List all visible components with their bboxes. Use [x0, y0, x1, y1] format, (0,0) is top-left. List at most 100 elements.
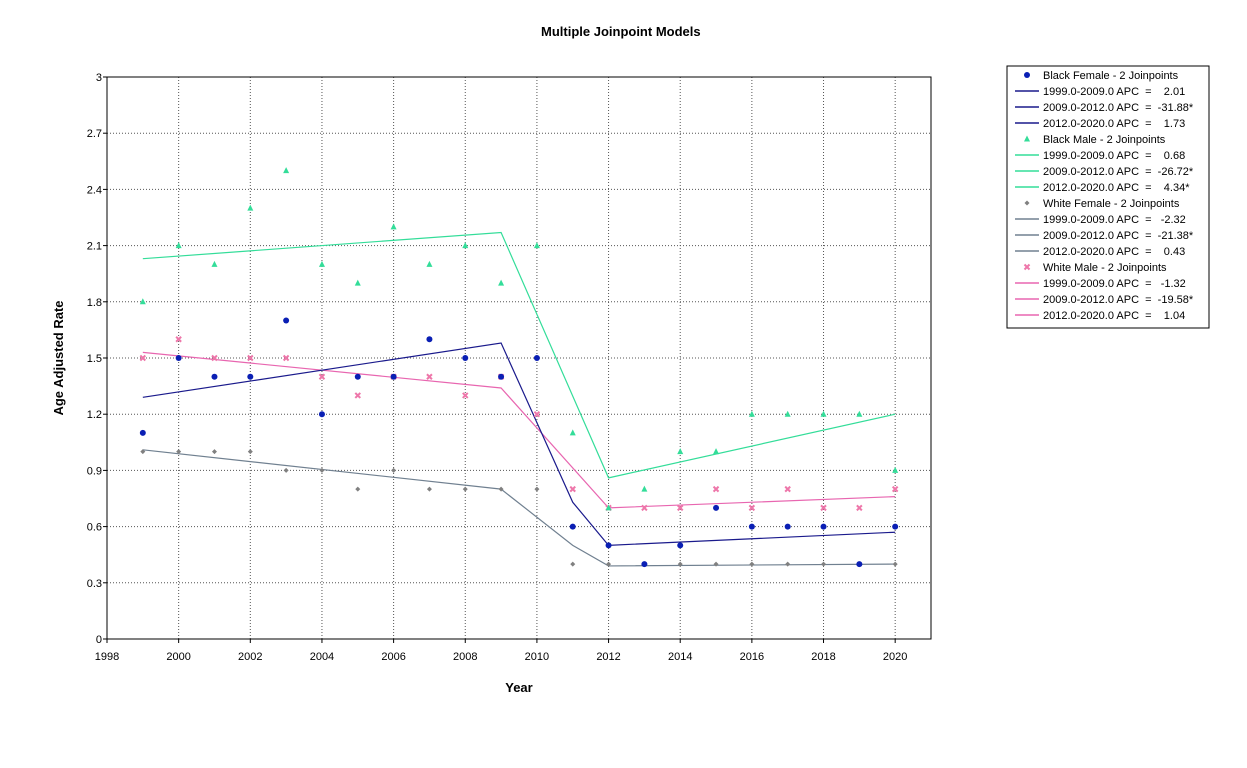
data-point-diamond	[462, 486, 468, 492]
x-tick-label: 2000	[166, 651, 190, 663]
data-point-diamond	[570, 561, 576, 567]
data-point-triangle	[713, 448, 720, 455]
data-point-circle	[283, 317, 290, 324]
data-point-circle	[677, 542, 684, 549]
data-point-triangle	[211, 260, 218, 267]
data-point-x	[712, 485, 720, 493]
data-point-x	[820, 504, 827, 512]
data-point-diamond	[140, 449, 146, 455]
data-point-triangle	[784, 410, 791, 417]
data-point-circle	[426, 336, 433, 343]
data-point-circle	[247, 373, 254, 380]
y-tick-label: 2.4	[87, 184, 102, 196]
data-point-triangle	[283, 167, 290, 174]
data-point-diamond	[319, 467, 325, 473]
y-tick-label: 0.9	[87, 465, 102, 477]
x-tick-label: 2018	[811, 651, 835, 663]
data-point-x	[677, 504, 684, 512]
data-point-diamond	[713, 561, 719, 567]
data-point-triangle	[748, 410, 755, 417]
data-point-triangle	[641, 485, 648, 492]
legend-segment-label: 1999.0-2009.0 APC = -2.32	[1043, 214, 1186, 226]
data-point-circle	[892, 523, 899, 530]
data-point-circle	[462, 355, 469, 361]
data-point-x	[641, 504, 648, 512]
x-tick-label: 2006	[381, 651, 405, 663]
legend-segment-label: 2012.0-2020.0 APC = 1.73	[1043, 118, 1185, 130]
data-point-diamond	[355, 486, 361, 492]
legend-segment-label: 2009.0-2012.0 APC = -31.88*	[1043, 102, 1194, 114]
y-tick-label: 2.1	[87, 241, 102, 253]
x-tick-label: 2020	[883, 651, 907, 663]
y-tick-label: 0.6	[87, 522, 102, 534]
data-point-diamond	[749, 561, 755, 567]
legend-segment-label: 1999.0-2009.0 APC = 0.68	[1043, 150, 1185, 162]
legend-segment-label: 2012.0-2020.0 APC = 1.04	[1043, 310, 1185, 322]
y-tick-label: 1.5	[87, 353, 102, 365]
y-tick-label: 1.8	[87, 297, 102, 309]
data-point-diamond	[426, 486, 432, 492]
data-point-circle	[856, 561, 863, 568]
data-point-triangle	[498, 279, 505, 286]
data-point-x	[282, 354, 290, 362]
legend-segment-label: 2009.0-2012.0 APC = -26.72*	[1043, 166, 1194, 178]
legend-series-label: White Female - 2 Joinpoints	[1043, 198, 1180, 210]
legend-marker-x	[1023, 263, 1031, 271]
legend-marker-circle	[1024, 72, 1030, 78]
data-point-triangle	[569, 429, 576, 436]
legend-marker-triangle	[1024, 135, 1030, 142]
data-point-x	[318, 373, 326, 380]
data-point-triangle	[318, 260, 325, 267]
y-tick-label: 0	[96, 634, 102, 646]
data-point-triangle	[677, 448, 684, 455]
data-point-x	[247, 354, 254, 362]
data-point-triangle	[605, 504, 612, 511]
data-point-diamond	[247, 449, 253, 455]
x-tick-label: 2010	[525, 651, 549, 663]
x-tick-label: 2016	[740, 651, 764, 663]
data-point-circle	[354, 373, 361, 380]
y-axis-ticks: 0 0.3 0.6 0.9 1.2 1.5 1.8 2.1 2.4 2.7 3	[87, 72, 107, 646]
legend-segment-label: 1999.0-2009.0 APC = -1.32	[1043, 278, 1186, 290]
data-point-circle	[784, 523, 791, 530]
data-point-triangle	[533, 242, 540, 249]
legend: Black Female - 2 Joinpoints 1999.0-2009.0…	[1006, 65, 1210, 329]
data-point-circle	[139, 429, 146, 436]
y-tick-label: 3	[96, 72, 102, 84]
chart-title-text: Multiple Joinpoint Models	[541, 24, 701, 39]
data-point-triangle	[820, 410, 827, 417]
data-point-x	[354, 392, 361, 399]
fitted-lines	[142, 231, 896, 567]
x-tick-label: 2008	[453, 651, 477, 663]
data-point-circle	[569, 523, 576, 530]
legend-marker-diamond	[1024, 200, 1030, 206]
data-point-circle	[713, 504, 720, 511]
data-point-circle	[498, 373, 505, 380]
fitted-line-circle	[142, 342, 896, 546]
data-point-diamond	[176, 449, 182, 455]
fitted-line-x	[142, 351, 896, 509]
grid	[107, 77, 931, 639]
data-point-triangle	[462, 242, 469, 249]
observed-points	[139, 167, 899, 568]
data-point-diamond	[498, 486, 504, 492]
data-point-diamond	[892, 561, 898, 567]
legend-segment-label: 2009.0-2012.0 APC = -21.38*	[1043, 230, 1194, 242]
data-point-triangle	[390, 223, 397, 230]
data-point-x	[139, 354, 147, 362]
y-tick-label: 0.3	[87, 578, 102, 590]
x-tick-label: 2002	[238, 651, 262, 663]
data-point-circle	[748, 523, 755, 530]
data-point-circle	[175, 355, 182, 361]
data-point-diamond	[211, 449, 217, 455]
y-tick-label: 1.2	[87, 409, 102, 421]
fitted-line-diamond	[142, 449, 896, 567]
y-axis-title: Age Adjusted Rate	[51, 300, 66, 415]
data-point-triangle	[139, 298, 146, 305]
data-point-triangle	[175, 242, 182, 249]
data-point-x	[462, 392, 469, 399]
x-tick-label: 2014	[668, 651, 692, 663]
data-point-circle	[533, 355, 540, 361]
legend-segment-label: 2012.0-2020.0 APC = 4.34*	[1043, 182, 1190, 194]
x-tick-label: 2012	[596, 651, 620, 663]
